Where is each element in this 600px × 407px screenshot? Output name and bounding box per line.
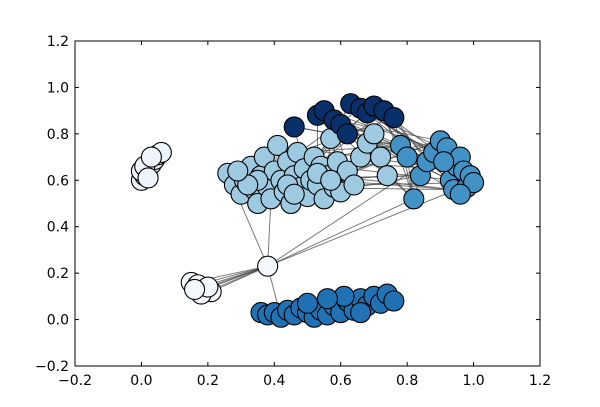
network-node [227, 160, 249, 182]
x-tick-label: 1.0 [462, 373, 484, 389]
y-tick-label: 0.2 [47, 266, 69, 282]
x-tick-label: 0.6 [330, 373, 352, 389]
network-node [463, 172, 485, 194]
network-node [140, 146, 162, 168]
network-node [184, 278, 206, 300]
network-node [296, 292, 319, 314]
y-tick-label: −0.2 [35, 359, 69, 375]
network-node [257, 255, 279, 277]
x-tick-label: 0.0 [130, 373, 152, 389]
network-node [403, 188, 425, 210]
network-node [316, 288, 338, 310]
y-tick-label: 0.8 [47, 127, 69, 143]
network-edge [267, 182, 474, 267]
network-node [336, 123, 358, 145]
y-axis: −0.2 0.0 0.2 0.4 0.6 0.8 1.0 1.2 [35, 34, 540, 375]
y-tick-label: 1.2 [47, 34, 69, 50]
x-tick-label: 0.8 [396, 373, 418, 389]
network-node [350, 302, 372, 324]
x-tick-label: 0.2 [197, 373, 219, 389]
network-node [343, 174, 365, 196]
network-node [383, 290, 405, 312]
network-node [370, 146, 392, 168]
node-layer [130, 93, 485, 328]
network-node [433, 151, 455, 173]
network-node [137, 167, 159, 189]
plot-area [130, 93, 485, 328]
x-tick-label: 1.2 [529, 373, 551, 389]
network-node [363, 123, 385, 145]
y-tick-label: 1.0 [47, 80, 69, 96]
network-node [267, 134, 289, 157]
x-tick-label: 0.4 [263, 373, 285, 389]
y-tick-label: 0.6 [47, 173, 69, 189]
network-node [320, 169, 342, 191]
x-axis: −0.2 0.0 0.2 0.4 0.6 0.8 1.0 1.2 [58, 41, 551, 389]
network-edge [333, 119, 441, 142]
network-node [283, 183, 305, 205]
network-node [376, 165, 398, 187]
y-tick-label: 0.4 [47, 220, 69, 236]
network-node [449, 183, 471, 205]
axes-frame [74, 40, 541, 367]
network-node [283, 116, 305, 138]
network-node [396, 146, 418, 168]
network-node [383, 107, 405, 129]
network-edge [267, 198, 414, 267]
x-tick-label: −0.2 [58, 373, 92, 389]
network-edge [267, 198, 272, 267]
y-tick-label: 0.0 [47, 313, 69, 329]
